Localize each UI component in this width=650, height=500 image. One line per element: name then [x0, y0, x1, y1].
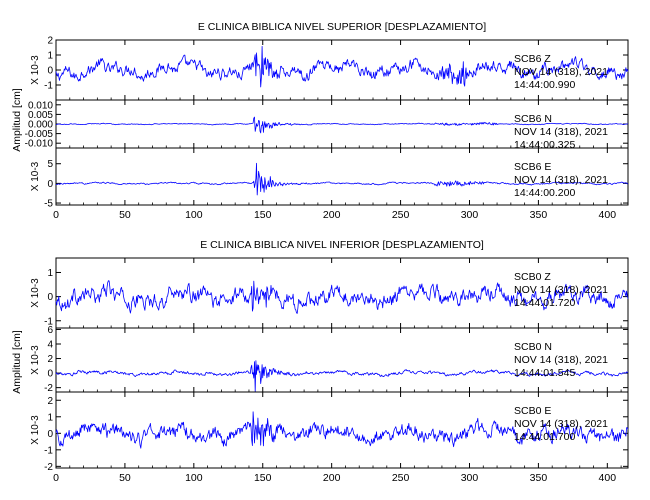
x-tick-label: 200 [323, 472, 341, 484]
y-tick-label: -1 [44, 445, 53, 456]
y-tick-label: 0 [47, 369, 53, 380]
time-label: 14:44:01.545 [514, 367, 575, 379]
x-tick-label: 150 [254, 472, 272, 484]
scale-label: X 10-3 [30, 415, 41, 445]
station-label: SCB6 Z [514, 53, 551, 65]
y-tick-label: -1 [44, 316, 53, 327]
station-label: SCB0 Z [514, 271, 551, 283]
trace-line-e [55, 162, 629, 196]
x-tick-label: 200 [323, 209, 341, 221]
y-tick-label: 0 [47, 179, 53, 190]
y-tick-label: 0 [47, 429, 53, 440]
time-label: 14:44:01.720 [514, 297, 575, 309]
x-tick-label: 0 [53, 472, 59, 484]
y-tick-label: -2 [44, 383, 53, 394]
x-tick-label: 150 [254, 209, 272, 221]
y-tick-label: 6 [47, 325, 53, 336]
x-tick-label: 50 [119, 472, 131, 484]
x-tick-label: 0 [53, 209, 59, 221]
x-tick-label: 300 [461, 472, 479, 484]
x-tick-label: 100 [185, 472, 203, 484]
x-tick-label: 250 [392, 209, 410, 221]
date-label: NOV 14 (318), 2021 [514, 126, 608, 138]
y-tick-label: 0 [47, 292, 53, 303]
scale-label: X 10-3 [30, 278, 41, 308]
y-tick-label: 1 [47, 268, 53, 279]
y-tick-label: 2 [47, 36, 53, 47]
y-tick-label: 4 [47, 340, 53, 351]
x-tick-label: 250 [392, 472, 410, 484]
y-tick-label: -0.005 [25, 129, 54, 140]
y-tick-label: 0.010 [28, 100, 53, 111]
panel-frame [55, 147, 629, 206]
y-tick-label: -5 [44, 199, 53, 210]
date-label: NOV 14 (318), 2021 [514, 66, 608, 78]
x-tick-label: 350 [530, 472, 548, 484]
y-tick-label: 0.000 [28, 120, 53, 131]
y-tick-label: 2 [47, 354, 53, 365]
group-title: E CLINICA BIBLICA NIVEL SUPERIOR [DESPLA… [198, 21, 486, 33]
time-label: 14:44:00.200 [514, 187, 575, 199]
date-label: NOV 14 (318), 2021 [514, 174, 608, 186]
time-label: 14:44:01.700 [514, 431, 575, 443]
panel-frame [55, 391, 629, 469]
station-label: SCB0 N [514, 341, 552, 353]
time-label: 14:44:00.990 [514, 79, 575, 91]
y-axis-label: Amplitud [cm] [11, 330, 23, 394]
y-tick-label: 0 [47, 66, 53, 77]
trace-line-z [55, 46, 629, 88]
date-label: NOV 14 (318), 2021 [514, 284, 608, 296]
y-tick-label: 1 [47, 412, 53, 423]
station-label: SCB6 N [514, 113, 552, 125]
trace-line-z [55, 280, 629, 314]
x-tick-label: 350 [530, 209, 548, 221]
trace-line-e [55, 411, 629, 449]
time-label: 14:44:00.325 [514, 139, 575, 151]
x-tick-label: 50 [119, 209, 131, 221]
date-label: NOV 14 (318), 2021 [514, 354, 608, 366]
scale-label: X 10-3 [30, 345, 41, 375]
y-tick-label: -2 [44, 462, 53, 473]
station-label: SCB0 E [514, 405, 551, 417]
scale-label: X 10-3 [30, 161, 41, 191]
trace-line-n [55, 360, 629, 393]
y-tick-label: -0.010 [25, 139, 54, 150]
y-tick-label: 2 [47, 396, 53, 407]
trace-line-n [56, 116, 629, 134]
y-tick-label: 0.005 [28, 110, 53, 121]
x-tick-label: 300 [461, 209, 479, 221]
x-tick-label: 400 [599, 472, 617, 484]
scale-label: X 10-3 [30, 55, 41, 85]
date-label: NOV 14 (318), 2021 [514, 418, 608, 430]
station-label: SCB6 E [514, 161, 551, 173]
y-tick-label: -1 [44, 81, 53, 92]
y-axis-label: Amplitud [cm] [11, 88, 23, 152]
x-tick-label: 100 [185, 209, 203, 221]
y-tick-label: 5 [47, 159, 53, 170]
group-title: E CLINICA BIBLICA NIVEL INFERIOR [DESPLA… [200, 239, 484, 251]
y-tick-label: 1 [47, 51, 53, 62]
x-tick-label: 400 [599, 209, 617, 221]
